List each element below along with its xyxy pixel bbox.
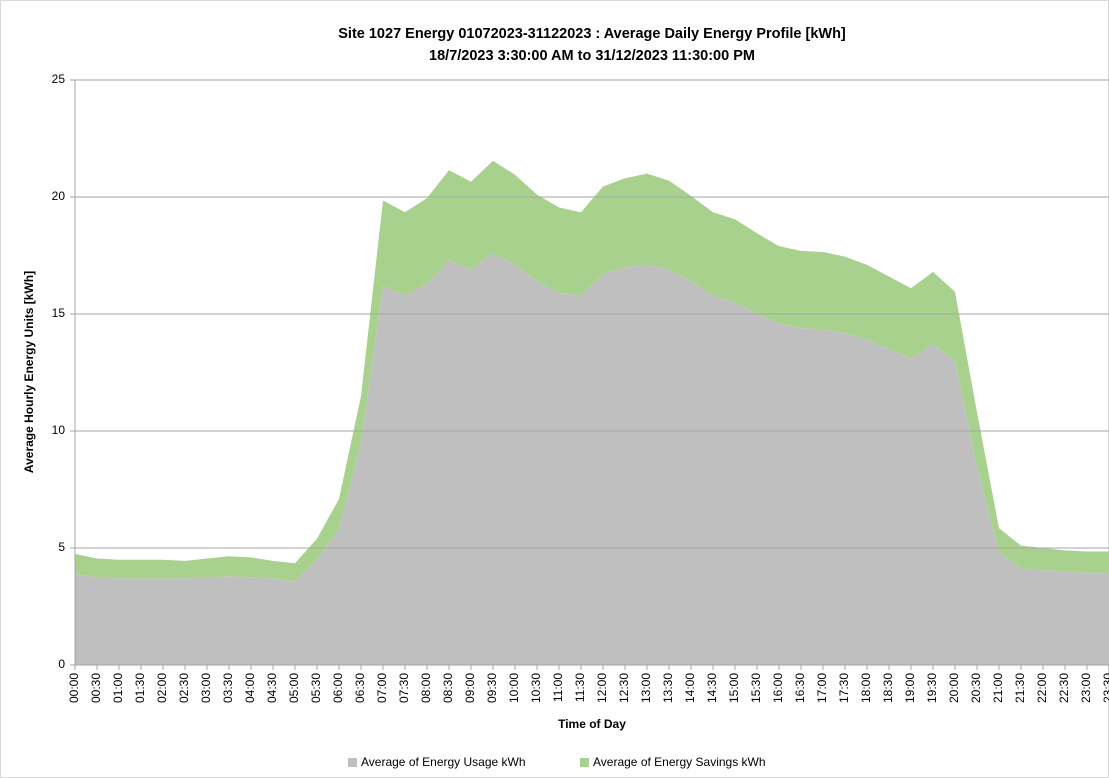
x-tick-label: 00:00 bbox=[67, 673, 81, 703]
x-tick-label: 09:00 bbox=[463, 673, 477, 703]
x-tick-label: 01:30 bbox=[133, 673, 147, 703]
x-tick-label: 13:00 bbox=[639, 673, 653, 703]
x-tick-label: 10:30 bbox=[529, 673, 543, 703]
x-tick-label: 18:00 bbox=[859, 673, 873, 703]
x-tick-label: 16:00 bbox=[771, 673, 785, 703]
x-tick-label: 03:30 bbox=[221, 673, 235, 703]
x-tick-label: 14:00 bbox=[683, 673, 697, 703]
x-tick-label: 19:30 bbox=[925, 673, 939, 703]
x-tick-label: 21:00 bbox=[991, 673, 1005, 703]
x-tick-label: 16:30 bbox=[793, 673, 807, 703]
x-tick-label: 10:00 bbox=[507, 673, 521, 703]
area bbox=[75, 253, 1109, 665]
x-tick-label: 04:00 bbox=[243, 673, 257, 703]
chart-title: Site 1027 Energy 01072023-31122023 : Ave… bbox=[338, 26, 846, 42]
x-tick-label: 17:30 bbox=[837, 673, 851, 703]
x-tick-label: 20:30 bbox=[969, 673, 983, 703]
x-tick-label: 11:30 bbox=[573, 673, 587, 702]
x-tick-label: 04:30 bbox=[265, 673, 279, 703]
y-tick-label: 25 bbox=[52, 72, 66, 86]
x-tick-label: 02:30 bbox=[177, 673, 191, 703]
x-tick-label: 09:30 bbox=[485, 673, 499, 703]
legend-label: Average of Energy Savings kWh bbox=[593, 755, 766, 769]
x-tick-label: 05:00 bbox=[287, 673, 301, 703]
y-tick-label: 0 bbox=[58, 657, 65, 671]
y-tick-label: 10 bbox=[52, 423, 66, 437]
x-tick-label: 08:00 bbox=[419, 673, 433, 703]
legend-swatch bbox=[580, 758, 589, 767]
x-tick-label: 15:00 bbox=[727, 673, 741, 703]
x-tick-label: 12:00 bbox=[595, 673, 609, 703]
x-tick-label: 06:00 bbox=[331, 673, 345, 703]
x-tick-label: 12:30 bbox=[617, 673, 631, 703]
y-tick-label: 15 bbox=[52, 306, 66, 320]
x-tick-label: 20:00 bbox=[947, 673, 961, 703]
x-tick-label: 06:30 bbox=[353, 673, 367, 703]
legend-swatch bbox=[348, 758, 357, 767]
chart-subtitle: 18/7/2023 3:30:00 AM to 31/12/2023 11:30… bbox=[429, 48, 755, 64]
y-tick-label: 5 bbox=[58, 540, 65, 554]
x-tick-label: 11:00 bbox=[551, 673, 565, 702]
x-tick-label: 22:30 bbox=[1057, 673, 1071, 703]
x-tick-label: 23:30 bbox=[1101, 673, 1109, 703]
x-tick-label: 19:00 bbox=[903, 673, 917, 703]
area bbox=[75, 160, 1109, 582]
x-tick-label: 15:30 bbox=[749, 673, 763, 703]
x-axis-title: Time of Day bbox=[558, 717, 626, 731]
x-tick-label: 02:00 bbox=[155, 673, 169, 703]
legend-label: Average of Energy Usage kWh bbox=[361, 755, 526, 769]
x-tick-label: 05:30 bbox=[309, 673, 323, 703]
x-tick-label: 13:30 bbox=[661, 673, 675, 703]
x-tick-label: 07:30 bbox=[397, 673, 411, 703]
y-tick-label: 20 bbox=[52, 189, 66, 203]
x-tick-label: 07:00 bbox=[375, 673, 389, 703]
x-tick-label: 23:00 bbox=[1079, 673, 1093, 703]
x-tick-label: 03:00 bbox=[199, 673, 213, 703]
x-tick-label: 17:00 bbox=[815, 673, 829, 703]
x-tick-label: 18:30 bbox=[881, 673, 895, 703]
x-tick-label: 22:00 bbox=[1035, 673, 1049, 703]
x-tick-label: 21:30 bbox=[1013, 673, 1027, 703]
x-tick-label: 08:30 bbox=[441, 673, 455, 703]
x-tick-label: 01:00 bbox=[111, 673, 125, 703]
x-tick-label: 14:30 bbox=[705, 673, 719, 703]
x-tick-label: 00:30 bbox=[89, 673, 103, 703]
y-axis-title: Average Hourly Energy Units [kWh] bbox=[22, 271, 36, 473]
